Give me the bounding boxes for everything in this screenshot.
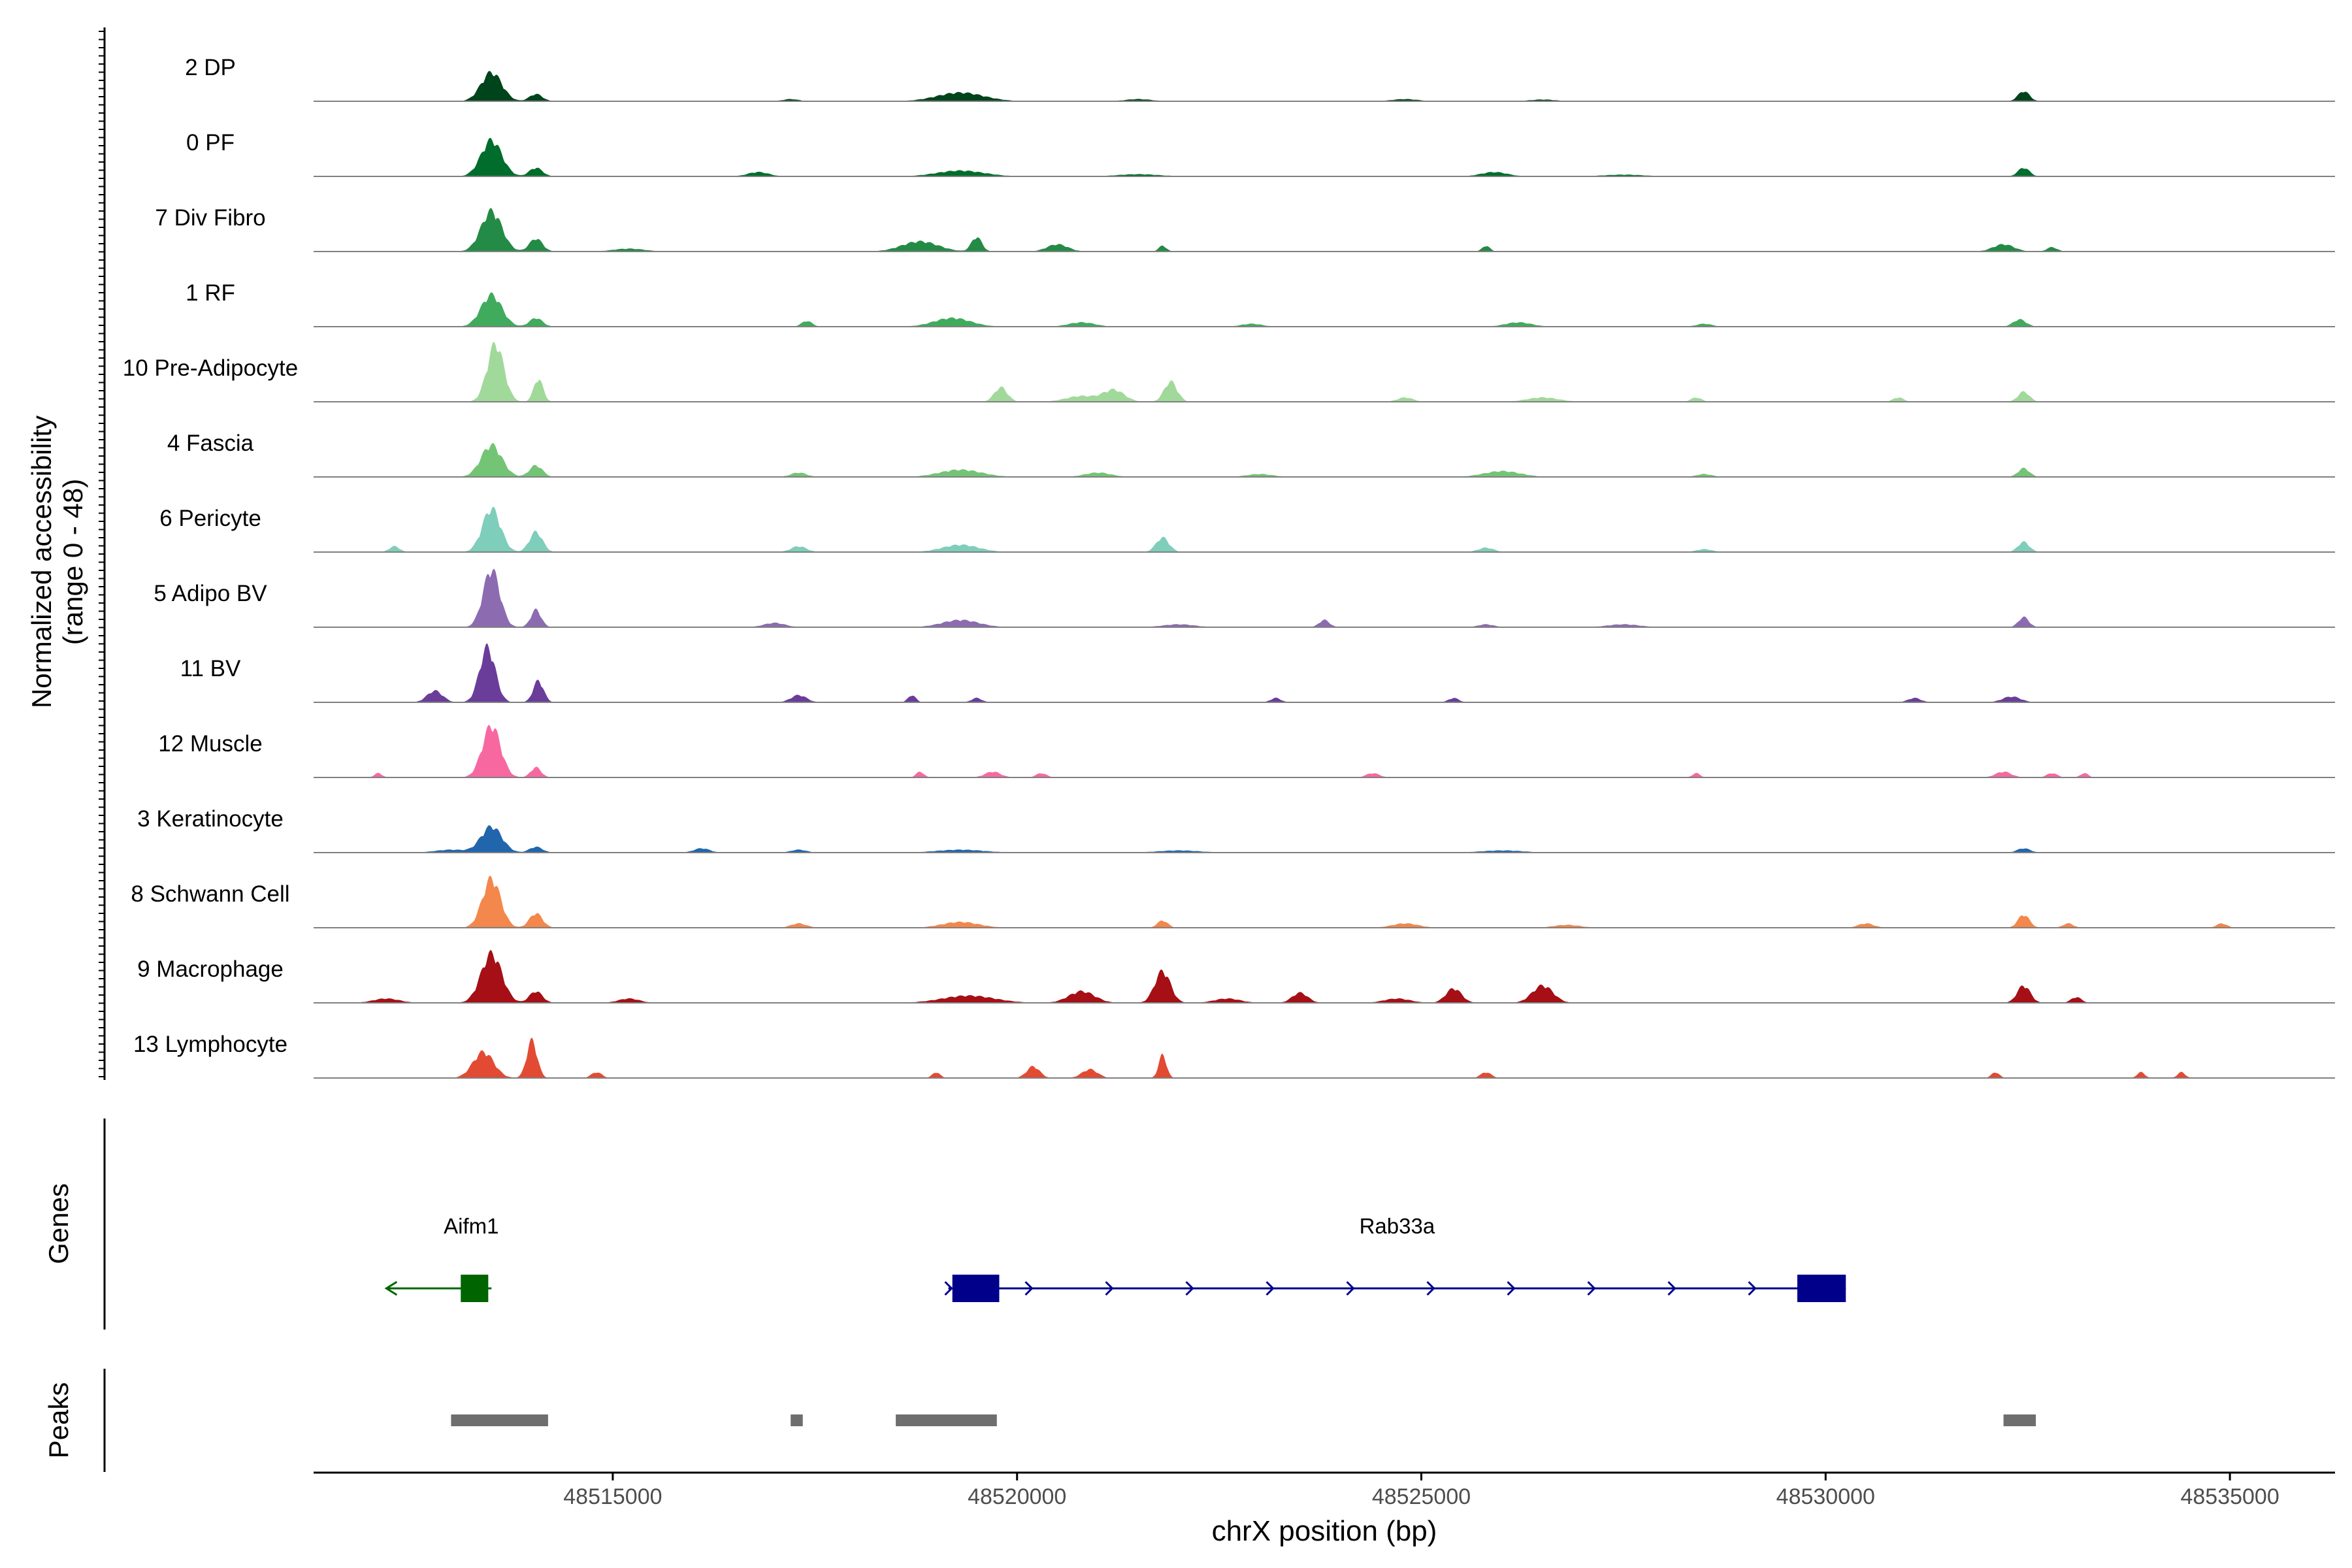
track-signal (314, 443, 2335, 477)
strand-arrow (1105, 1281, 1114, 1296)
track-9-macrophage: 9 Macrophage (137, 950, 2335, 1004)
gene-label: Aifm1 (444, 1214, 498, 1238)
track-1-rf: 1 RF (186, 280, 2335, 327)
track-6-pericyte: 6 Pericyte (159, 506, 2335, 553)
track-label: 13 Lymphocyte (133, 1032, 287, 1057)
track-label: 5 Adipo BV (154, 581, 267, 606)
gene-aifm1: Aifm1 (384, 1214, 499, 1302)
track-7-div-fibro: 7 Div Fibro (155, 205, 2335, 252)
strand-arrow (1024, 1281, 1034, 1296)
track-label: 11 BV (180, 656, 241, 681)
y-axis-title-line2: (range 0 - 48) (57, 479, 88, 645)
track-label: 4 Fascia (167, 431, 254, 456)
strand-arrow (944, 1281, 953, 1296)
strand-arrow (1426, 1281, 1435, 1296)
genes-panel-label: Genes (43, 1183, 74, 1264)
track-label: 0 PF (186, 130, 235, 155)
y-axis-title-line1: Normalized accessibility (26, 416, 57, 708)
track-11-bv: 11 BV (180, 644, 2335, 703)
peak-region (451, 1414, 548, 1426)
track-signal (314, 644, 2335, 702)
track-signal (314, 137, 2335, 176)
accessibility-tracks: 2 DP 0 PF 7 Div Fibro 1 RF 10 Pre-Adipocyte 4… (123, 55, 2335, 1079)
track-3-keratinocyte: 3 Keratinocyte (137, 806, 2335, 853)
track-label: 6 Pericyte (159, 506, 261, 531)
gene-exon (461, 1275, 489, 1302)
track-signal (314, 506, 2335, 552)
y-axis-title: Normalized accessibility (range 0 - 48) (26, 416, 88, 708)
track-signal (314, 825, 2335, 853)
track-signal (314, 568, 2335, 627)
track-12-muscle: 12 Muscle (158, 725, 2335, 778)
track-signal (314, 725, 2335, 777)
peak-region (791, 1414, 803, 1426)
track-signal (314, 71, 2335, 101)
peak-region (896, 1414, 997, 1426)
track-2-dp: 2 DP (185, 55, 2335, 102)
strand-arrow (1587, 1281, 1596, 1296)
strand-arrow (384, 1281, 398, 1296)
track-signal (314, 208, 2335, 252)
track-label: 8 Schwann Cell (131, 881, 289, 907)
track-4-fascia: 4 Fascia (167, 431, 2335, 478)
track-0-pf: 0 PF (186, 130, 2335, 177)
x-tick-label: 48525000 (1372, 1484, 1471, 1509)
x-axis-title: chrX position (bp) (1212, 1515, 1437, 1547)
track-label: 2 DP (185, 55, 236, 80)
track-13-lymphocyte: 13 Lymphocyte (133, 1032, 2335, 1079)
gene-rab33a: Rab33a (944, 1214, 1846, 1302)
peak-regions (451, 1414, 2036, 1426)
track-label: 9 Macrophage (137, 956, 284, 982)
peaks-panel-label: Peaks (43, 1382, 74, 1459)
track-label: 1 RF (186, 280, 235, 306)
gene-exon (952, 1275, 1000, 1302)
track-signal (314, 875, 2335, 928)
gene-models: Aifm1 Rab33a (384, 1214, 1846, 1302)
track-5-adipo-bv: 5 Adipo BV (154, 568, 2335, 628)
track-label: 7 Div Fibro (155, 205, 265, 231)
strand-arrow (1346, 1281, 1355, 1296)
gene-exon (1797, 1275, 1846, 1302)
track-signal (314, 950, 2335, 1003)
track-signal (314, 342, 2335, 402)
track-8-schwann-cell: 8 Schwann Cell (131, 875, 2335, 928)
strand-arrow (1507, 1281, 1516, 1296)
strand-arrow (1266, 1281, 1275, 1296)
gene-label: Rab33a (1360, 1214, 1435, 1238)
track-label: 3 Keratinocyte (137, 806, 284, 832)
strand-arrow (1185, 1281, 1194, 1296)
tracks-y-axis-ticks (99, 31, 105, 1077)
track-signal (314, 1037, 2335, 1078)
track-10-pre-adipocyte: 10 Pre-Adipocyte (123, 342, 2335, 402)
x-tick-label: 48535000 (2180, 1484, 2279, 1509)
x-axis-ticks: 48515000 48520000 48525000 48530000 48535000 (563, 1473, 2279, 1509)
peak-region (2003, 1414, 2036, 1426)
track-label: 10 Pre-Adipocyte (123, 355, 298, 381)
track-signal (314, 292, 2335, 327)
x-tick-label: 48520000 (968, 1484, 1066, 1509)
strand-arrow (1667, 1281, 1676, 1296)
x-tick-label: 48530000 (1776, 1484, 1875, 1509)
x-tick-label: 48515000 (563, 1484, 662, 1509)
track-label: 12 Muscle (158, 731, 263, 757)
strand-arrow (1748, 1281, 1757, 1296)
